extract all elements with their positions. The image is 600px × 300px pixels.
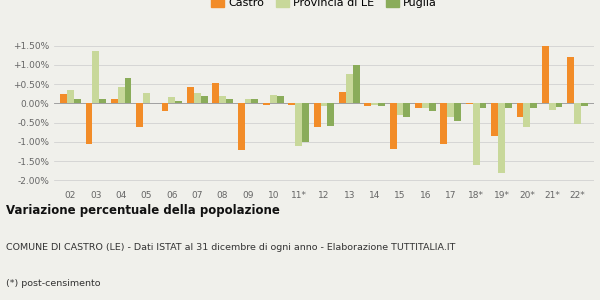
Bar (556, 103, 562, 107)
Bar (175, 101, 182, 103)
Bar (251, 100, 258, 103)
Bar (111, 100, 118, 103)
Bar (415, 103, 422, 108)
Legend: Castro, Provincia di LE, Puglia: Castro, Provincia di LE, Puglia (206, 0, 442, 13)
Bar (371, 103, 378, 105)
Bar (581, 103, 588, 106)
Bar (448, 103, 454, 117)
Bar (390, 103, 397, 149)
Bar (542, 46, 549, 103)
Bar (118, 87, 125, 103)
Bar (74, 100, 81, 103)
Bar (238, 103, 245, 150)
Bar (187, 87, 194, 103)
Bar (397, 103, 403, 115)
Bar (92, 51, 99, 103)
Bar (505, 103, 512, 108)
Text: COMUNE DI CASTRO (LE) - Dati ISTAT al 31 dicembre di ogni anno - Elaborazione TU: COMUNE DI CASTRO (LE) - Dati ISTAT al 31… (6, 243, 455, 252)
Bar (364, 103, 371, 106)
Bar (295, 103, 302, 146)
Bar (60, 94, 67, 103)
Bar (346, 74, 353, 103)
Bar (67, 90, 74, 103)
Bar (479, 103, 487, 108)
Bar (523, 103, 530, 127)
Bar (422, 103, 429, 108)
Bar (125, 78, 131, 103)
Bar (200, 96, 208, 103)
Bar (339, 92, 346, 103)
Bar (440, 103, 448, 144)
Bar (194, 92, 200, 103)
Bar (378, 103, 385, 106)
Bar (328, 103, 334, 126)
Bar (212, 83, 219, 103)
Text: (*) post-censimento: (*) post-censimento (6, 279, 101, 288)
Bar (549, 103, 556, 110)
Bar (454, 103, 461, 121)
Bar (530, 103, 537, 108)
Bar (289, 103, 295, 105)
Bar (136, 103, 143, 127)
Bar (353, 65, 359, 103)
Bar (143, 93, 150, 103)
Bar (491, 103, 498, 136)
Bar (302, 103, 309, 142)
Bar (517, 103, 523, 117)
Bar (567, 57, 574, 103)
Bar (466, 103, 473, 104)
Bar (86, 103, 92, 144)
Bar (277, 96, 284, 103)
Bar (245, 99, 251, 103)
Bar (270, 95, 277, 103)
Bar (320, 103, 328, 106)
Bar (263, 103, 270, 105)
Bar (473, 103, 479, 165)
Bar (403, 103, 410, 117)
Bar (574, 103, 581, 124)
Bar (99, 100, 106, 103)
Bar (498, 103, 505, 173)
Bar (169, 97, 175, 103)
Bar (161, 103, 169, 111)
Bar (429, 103, 436, 111)
Bar (226, 100, 233, 103)
Bar (219, 96, 226, 103)
Text: Variazione percentuale della popolazione: Variazione percentuale della popolazione (6, 204, 280, 217)
Bar (314, 103, 320, 127)
